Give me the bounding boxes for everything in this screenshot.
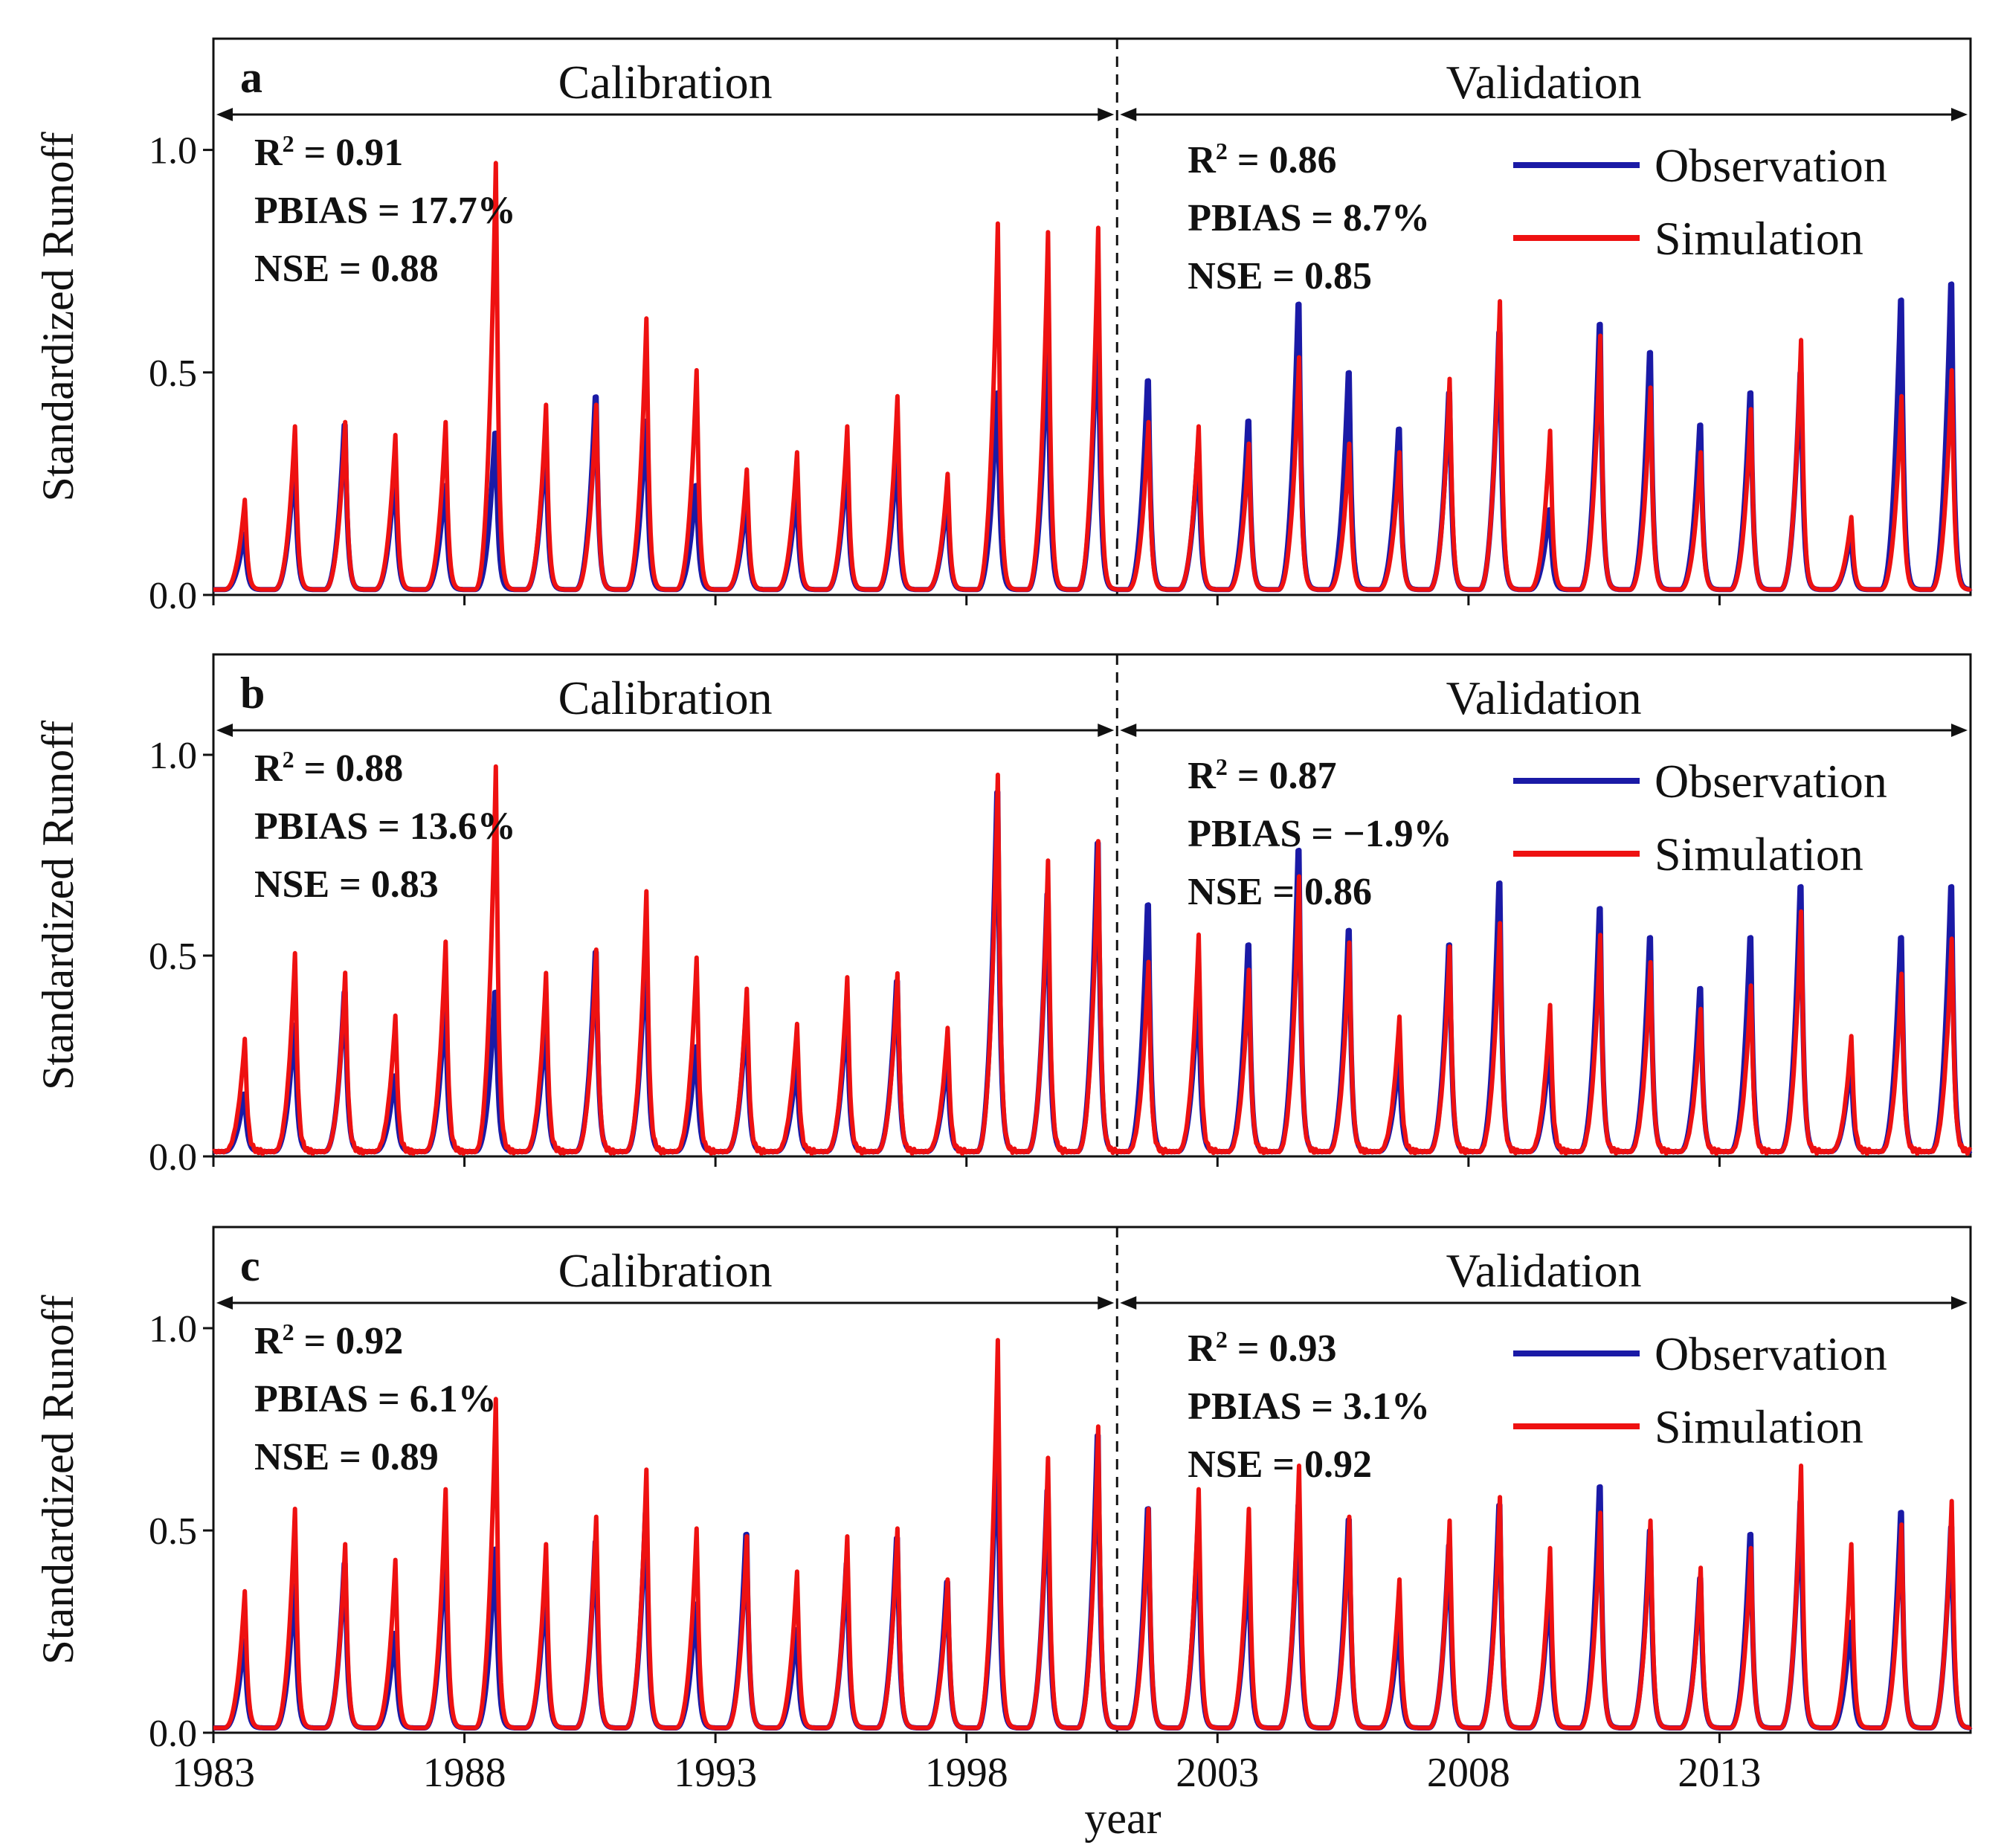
y-tick-label: 1.0 (149, 735, 197, 777)
simulation-series-line (212, 1338, 1973, 1731)
panel-letter: b (240, 669, 265, 718)
y-tick-label: 0.0 (149, 1136, 197, 1179)
y-tick-label: 0.5 (149, 352, 197, 395)
y-tick-label: 0.0 (149, 1713, 197, 1755)
legend-simulation-label: Simulation (1655, 212, 1863, 265)
x-axis-title: year (1084, 1794, 1161, 1843)
validation-r2: R2 = 0.87 (1188, 753, 1336, 797)
panel-a: 0.0 0.5 1.0 Standardized Runoff Calibration V… (33, 37, 1973, 617)
y-tick-label: 1.0 (149, 130, 197, 173)
calibration-label: Calibration (558, 56, 773, 109)
panel-c: 0.0 0.5 1.0 Standardized Runoff 1983 1988 1993… (33, 1226, 1973, 1796)
legend-observation-label: Observation (1655, 139, 1887, 192)
validation-arrowhead-right-icon (1951, 724, 1968, 737)
legend-simulation-label: Simulation (1655, 828, 1863, 880)
calibration-r2: R2 = 0.92 (254, 1319, 403, 1362)
calibration-arrowhead-left-icon (216, 1296, 233, 1310)
validation-label: Validation (1446, 1244, 1642, 1297)
plot-frame (212, 653, 1972, 1158)
x-tick-label: 2003 (1176, 1750, 1259, 1796)
plot-frame (212, 37, 1972, 596)
validation-arrowhead-left-icon (1120, 108, 1137, 121)
calibration-pbias: PBIAS = 13.6% (254, 805, 516, 848)
simulation-series-line (212, 764, 1973, 1156)
legend-observation-label: Observation (1655, 755, 1887, 808)
validation-pbias: PBIAS = 8.7% (1188, 197, 1430, 239)
calibration-arrowhead-left-icon (216, 724, 233, 737)
calibration-pbias: PBIAS = 6.1% (254, 1378, 497, 1420)
legend-observation-label: Observation (1655, 1327, 1887, 1380)
calibration-label: Calibration (558, 672, 773, 724)
calibration-nse: NSE = 0.88 (254, 248, 439, 290)
y-axis-title: Standardized Runoff (33, 721, 83, 1090)
calibration-label: Calibration (558, 1244, 773, 1297)
y-tick-label: 0.0 (149, 575, 197, 617)
y-tick-label: 0.5 (149, 1510, 197, 1553)
validation-arrowhead-right-icon (1951, 1296, 1968, 1310)
calibration-arrowhead-right-icon (1098, 108, 1115, 121)
calibration-arrowhead-right-icon (1098, 724, 1115, 737)
calibration-nse: NSE = 0.83 (254, 863, 439, 906)
plot-frame (212, 1226, 1972, 1734)
panel-letter: c (240, 1241, 260, 1290)
y-tick-label: 0.5 (149, 936, 197, 978)
validation-nse: NSE = 0.86 (1188, 871, 1372, 913)
simulation-series-line (212, 161, 1973, 592)
calibration-pbias: PBIAS = 17.7% (254, 190, 516, 232)
validation-label: Validation (1446, 672, 1642, 724)
calibration-nse: NSE = 0.89 (254, 1436, 439, 1478)
calibration-arrowhead-right-icon (1098, 1296, 1115, 1310)
panels: 0.0 0.5 1.0 Standardized Runoff Calibration V… (33, 37, 1973, 1796)
y-axis-title: Standardized Runoff (33, 1295, 83, 1664)
validation-arrowhead-right-icon (1951, 108, 1968, 121)
validation-label: Validation (1446, 56, 1642, 109)
legend-simulation-label: Simulation (1655, 1400, 1863, 1453)
validation-nse: NSE = 0.92 (1188, 1443, 1372, 1486)
x-tick-label: 1998 (925, 1750, 1008, 1796)
x-tick-label: 1993 (674, 1750, 757, 1796)
panel-b: 0.0 0.5 1.0 Standardized Runoff Calibration V… (33, 653, 1973, 1179)
validation-pbias: PBIAS = −1.9% (1188, 813, 1452, 855)
validation-r2: R2 = 0.86 (1188, 138, 1336, 181)
x-tick-label: 1983 (172, 1750, 255, 1796)
validation-pbias: PBIAS = 3.1% (1188, 1385, 1430, 1428)
x-tick-label: 2008 (1427, 1750, 1510, 1796)
x-tick-label: 1988 (423, 1750, 506, 1796)
validation-r2: R2 = 0.93 (1188, 1326, 1336, 1370)
validation-nse: NSE = 0.85 (1188, 255, 1372, 297)
panel-letter: a (240, 53, 262, 102)
calibration-r2: R2 = 0.91 (254, 130, 403, 174)
y-tick-label: 1.0 (149, 1308, 197, 1350)
validation-arrowhead-left-icon (1120, 1296, 1137, 1310)
y-axis-title: Standardized Runoff (33, 132, 83, 501)
calibration-r2: R2 = 0.88 (254, 746, 403, 790)
x-tick-label: 2013 (1678, 1750, 1761, 1796)
validation-arrowhead-left-icon (1120, 724, 1137, 737)
calibration-arrowhead-left-icon (216, 108, 233, 121)
